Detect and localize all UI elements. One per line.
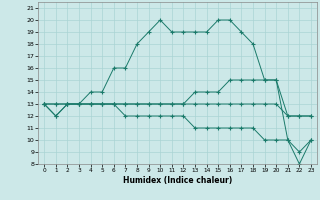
X-axis label: Humidex (Indice chaleur): Humidex (Indice chaleur)	[123, 176, 232, 185]
